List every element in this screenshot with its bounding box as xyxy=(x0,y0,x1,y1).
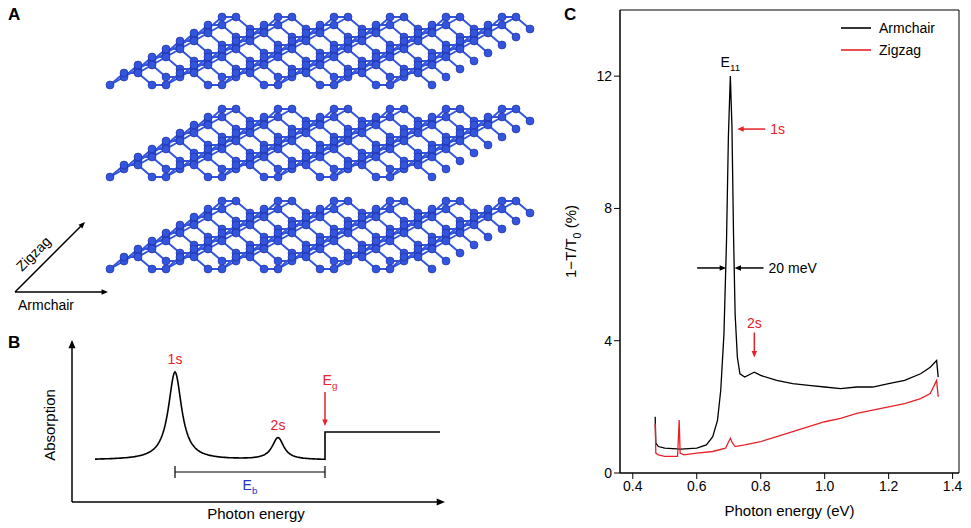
svg-text:0.4: 0.4 xyxy=(623,478,643,494)
svg-text:E11: E11 xyxy=(721,54,741,73)
svg-text:2s: 2s xyxy=(747,315,762,331)
svg-text:Armchair: Armchair xyxy=(18,297,74,313)
svg-text:Photon energy: Photon energy xyxy=(207,505,305,522)
svg-text:Zigzag: Zigzag xyxy=(13,233,54,274)
svg-text:1.4: 1.4 xyxy=(943,478,963,494)
svg-text:2s: 2s xyxy=(271,417,286,433)
svg-text:1.0: 1.0 xyxy=(815,478,835,494)
svg-text:Absorption: Absorption xyxy=(41,389,58,461)
svg-text:1s: 1s xyxy=(770,121,785,137)
svg-text:0.8: 0.8 xyxy=(751,478,771,494)
svg-text:Zigzag: Zigzag xyxy=(879,42,921,58)
svg-text:C: C xyxy=(564,5,576,24)
svg-text:Photon energy (eV): Photon energy (eV) xyxy=(724,502,854,519)
svg-text:12: 12 xyxy=(596,68,612,84)
svg-text:0.6: 0.6 xyxy=(687,478,707,494)
svg-text:4: 4 xyxy=(604,333,612,349)
svg-text:8: 8 xyxy=(604,200,612,216)
svg-text:1s: 1s xyxy=(168,351,183,367)
svg-text:0: 0 xyxy=(604,465,612,481)
svg-text:Armchair: Armchair xyxy=(879,20,935,36)
svg-text:Eg: Eg xyxy=(323,372,338,391)
svg-text:20 meV: 20 meV xyxy=(769,260,818,276)
svg-text:A: A xyxy=(8,5,20,24)
svg-text:1−T/T0 (%): 1−T/T0 (%) xyxy=(562,205,583,278)
svg-text:1.2: 1.2 xyxy=(879,478,899,494)
svg-text:B: B xyxy=(8,333,20,352)
svg-text:Eb: Eb xyxy=(243,477,258,496)
